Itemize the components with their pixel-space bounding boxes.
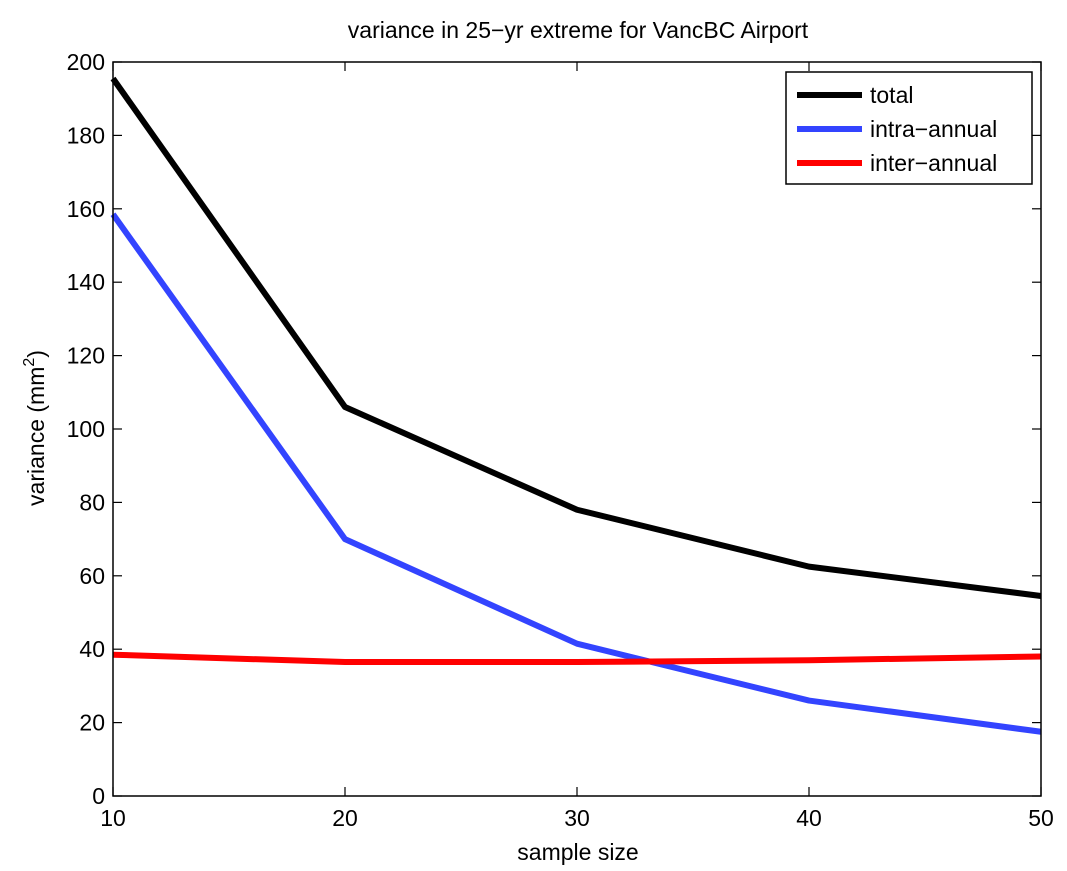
y-tick-label: 120 [67,343,105,369]
x-tick-label: 10 [100,805,126,831]
y-tick-label: 0 [92,783,105,809]
legend: total intra−annual inter−annual [785,71,1033,185]
x-tick-label: 20 [332,805,358,831]
legend-label-1: total [870,82,913,108]
y-tick-labels: 0 20 40 60 80 100 120 140 160 180 200 [67,49,105,809]
x-axis-label: sample size [517,839,638,865]
y-tick-label: 160 [67,196,105,222]
series-lines [110,76,1042,735]
y-tick-label: 200 [67,49,105,75]
y-tick-label: 60 [79,563,105,589]
y-tick-label: 40 [79,636,105,662]
y-tick-label: 140 [67,269,105,295]
y-axis-label: variance (mm2) [21,350,49,506]
series-line-2 [110,212,1042,735]
y-tick-label: 20 [79,710,105,736]
y-tick-label: 80 [79,489,105,515]
axis-ticks [112,61,1042,797]
series-line-1 [110,76,1042,599]
x-tick-labels: 10 20 30 40 50 [100,805,1054,831]
series-line-3 [112,651,1042,666]
y-tick-label: 180 [67,122,105,148]
legend-label-3: inter−annual [870,150,997,176]
chart-title: variance in 25−yr extreme for VancBC Air… [348,17,809,43]
y-axis-label-base: variance (mm [23,367,49,506]
y-tick-label: 100 [67,416,105,442]
legend-label-2: intra−annual [870,116,997,142]
x-tick-label: 30 [564,805,590,831]
x-tick-label: 40 [796,805,822,831]
x-tick-label: 50 [1028,805,1054,831]
y-axis-label-superscript: 2 [21,358,38,367]
y-axis-label-end: ) [23,350,49,358]
